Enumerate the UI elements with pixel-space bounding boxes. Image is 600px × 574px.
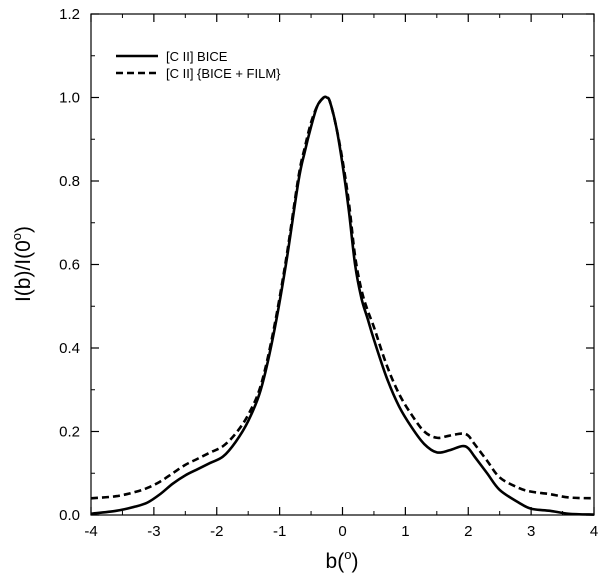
- y-tick-label: 0.8: [59, 173, 80, 190]
- y-tick-label: 0.2: [59, 424, 80, 441]
- x-tick-label: -2: [210, 523, 223, 540]
- y-tick-label: 1.2: [59, 6, 80, 23]
- axis-ticks: [90, 13, 595, 516]
- legend: [C II] BICE [C II] {BICE + FILM}: [116, 49, 281, 81]
- plot-frame: [90, 13, 595, 516]
- x-tick-label: 0: [338, 523, 346, 540]
- y-tick-label: 0.0: [59, 507, 80, 524]
- series-line-bice: [90, 95, 595, 516]
- y-axis-label: I(b)/I(0o): [9, 226, 35, 302]
- series-line-bice-film: [90, 95, 595, 500]
- x-tick-label: -3: [147, 523, 160, 540]
- y-tick-label: 1.0: [59, 90, 80, 107]
- x-tick-labels: -4 -3 -2 -1 0 1 2 3 4: [84, 523, 598, 540]
- x-tick-label: -4: [84, 523, 97, 540]
- legend-label-bice-film: [C II] {BICE + FILM}: [166, 66, 281, 81]
- y-tick-label: 0.4: [59, 340, 80, 357]
- x-tick-label: 4: [590, 523, 598, 540]
- x-tick-label: 2: [464, 523, 472, 540]
- x-tick-label: 1: [401, 523, 409, 540]
- x-tick-label: -1: [273, 523, 286, 540]
- x-tick-label: 3: [527, 523, 535, 540]
- series-lines: [90, 95, 595, 516]
- legend-label-bice: [C II] BICE: [166, 49, 228, 64]
- x-axis-label: b(o): [326, 547, 359, 573]
- y-tick-label: 0.6: [59, 257, 80, 274]
- y-tick-labels: 0.0 0.2 0.4 0.6 0.8 1.0 1.2: [59, 6, 80, 524]
